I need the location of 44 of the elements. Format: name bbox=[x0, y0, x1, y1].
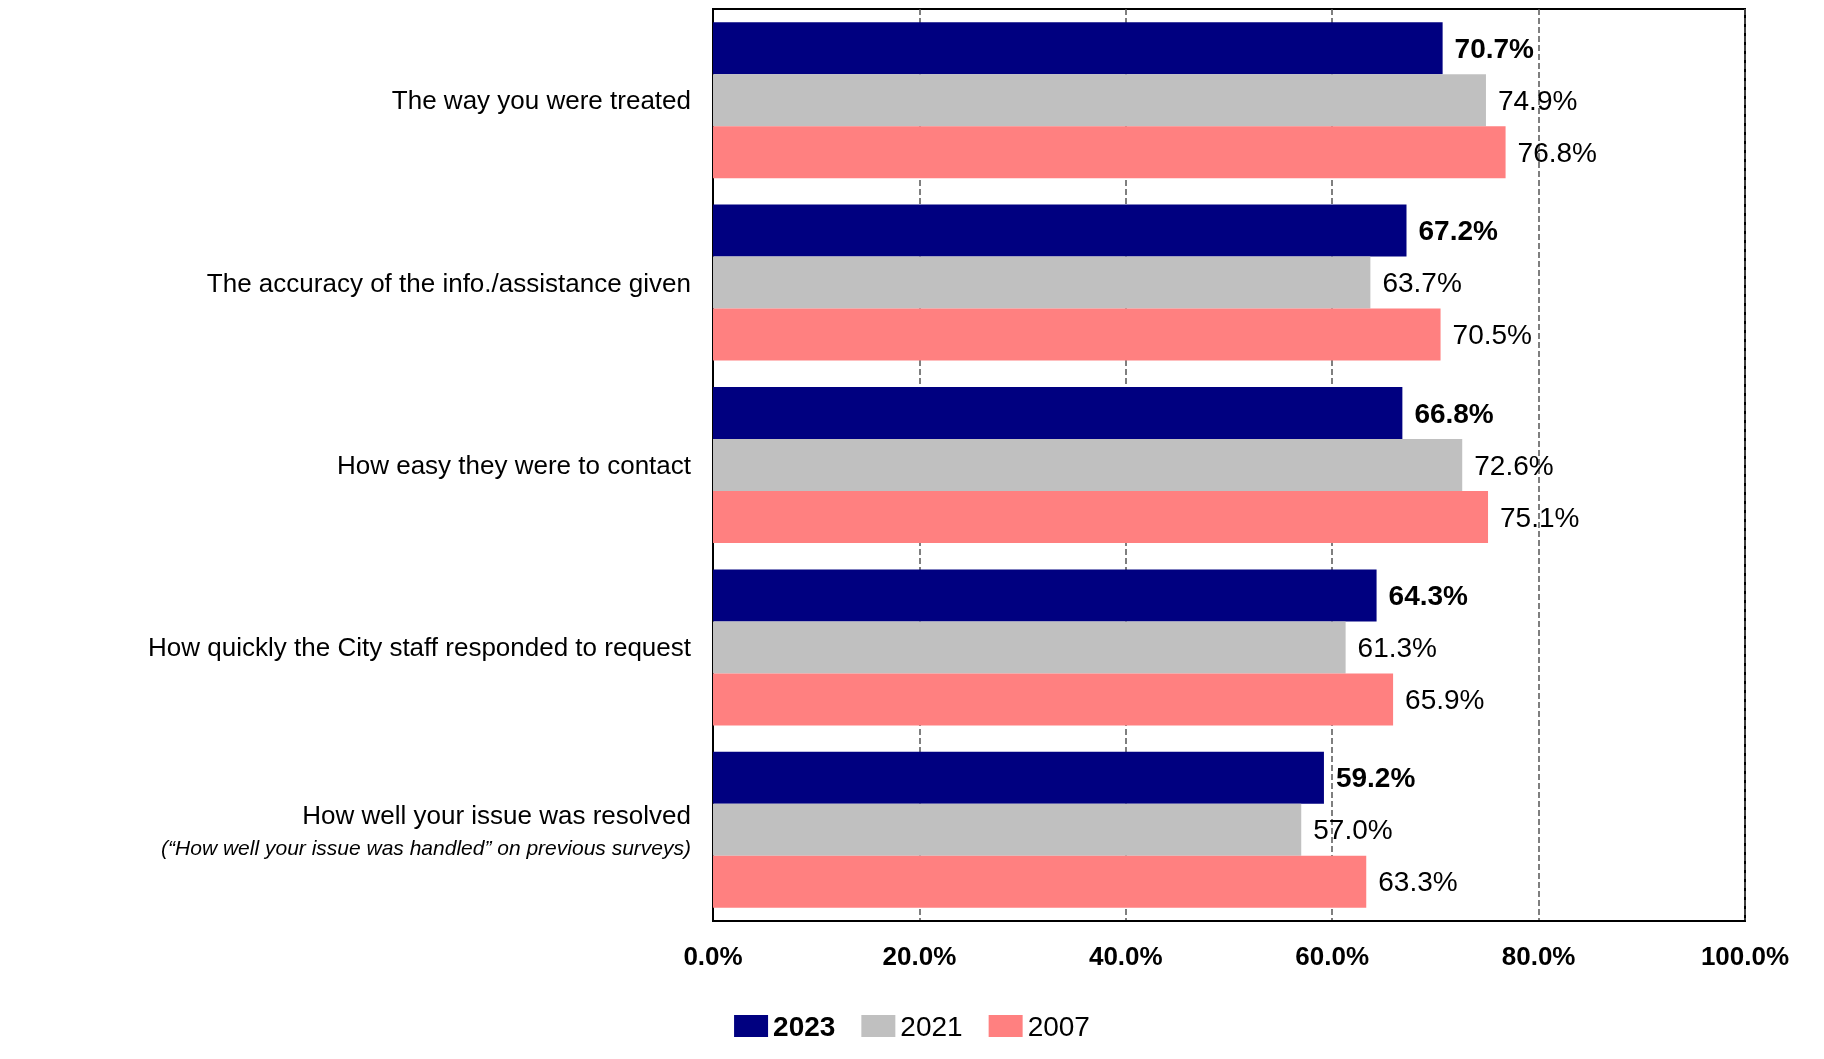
y-tick-label: How easy they were to contact bbox=[336, 450, 692, 480]
bar bbox=[713, 673, 1394, 726]
bar bbox=[713, 22, 1443, 75]
data-label: 63.7% bbox=[1382, 267, 1462, 299]
x-tick-label: 80.0% bbox=[1501, 941, 1576, 971]
x-tick-label: 20.0% bbox=[882, 941, 957, 971]
bar bbox=[713, 569, 1377, 622]
legend-label: 2007 bbox=[1027, 1010, 1090, 1042]
bar bbox=[713, 491, 1489, 543]
bar bbox=[713, 387, 1403, 439]
data-label: 75.1% bbox=[1500, 501, 1580, 533]
bar bbox=[713, 204, 1407, 257]
x-tick-label: 100.0% bbox=[1700, 941, 1790, 971]
bar bbox=[713, 855, 1367, 908]
data-label: 72.6% bbox=[1474, 449, 1554, 481]
data-label: 66.8% bbox=[1414, 397, 1494, 429]
bar bbox=[713, 439, 1463, 491]
x-tick-label: 40.0% bbox=[1088, 941, 1163, 971]
y-tick-label: How well your issue was resolved (“How well your issue was handled” on previous surveys) bbox=[161, 799, 691, 860]
bar bbox=[713, 74, 1486, 127]
bar bbox=[713, 256, 1371, 309]
y-tick-label: How quickly the City staff responded to request bbox=[148, 632, 692, 663]
data-label: 63.3% bbox=[1378, 866, 1458, 898]
y-tick-label: The accuracy of the info./assistance given bbox=[206, 267, 691, 298]
legend-label: 2021 bbox=[900, 1010, 963, 1042]
x-tick-label: 0.0% bbox=[683, 941, 743, 971]
x-tick-label: 60.0% bbox=[1295, 941, 1370, 971]
bar bbox=[713, 621, 1346, 674]
bar bbox=[713, 803, 1302, 856]
bar bbox=[713, 751, 1324, 804]
y-tick-label: The way you were treated bbox=[391, 85, 691, 116]
data-label: 65.9% bbox=[1405, 683, 1485, 715]
data-label: 76.8% bbox=[1517, 136, 1597, 168]
data-label: 57.0% bbox=[1313, 814, 1393, 846]
data-label: 74.9% bbox=[1497, 84, 1578, 116]
data-label: 70.5% bbox=[1452, 319, 1532, 351]
data-label: 67.2% bbox=[1418, 215, 1498, 247]
data-label: 59.2% bbox=[1335, 762, 1416, 794]
data-label: 61.3% bbox=[1357, 631, 1438, 663]
bar bbox=[713, 126, 1506, 179]
data-label: 70.7% bbox=[1454, 32, 1535, 64]
data-label: 64.3% bbox=[1388, 579, 1469, 611]
bar bbox=[713, 308, 1441, 361]
legend-label: 2023 bbox=[773, 1010, 836, 1042]
